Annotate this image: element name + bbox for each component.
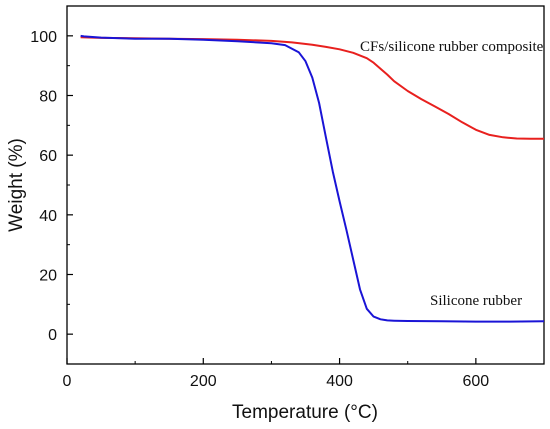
x-tick-label: 400 bbox=[326, 373, 353, 390]
y-tick-label: 80 bbox=[39, 89, 57, 106]
y-tick-label: 0 bbox=[48, 327, 57, 344]
y-tick-label: 40 bbox=[39, 208, 57, 225]
annotation-composite: CFs/silicone rubber composite bbox=[360, 39, 544, 55]
x-tick-label: 0 bbox=[63, 373, 72, 390]
series-line-0 bbox=[80, 36, 544, 140]
y-tick-label: 60 bbox=[39, 148, 57, 165]
y-tick-label: 20 bbox=[39, 268, 57, 285]
annotation-silicone-rubber: Silicone rubber bbox=[430, 293, 522, 309]
x-tick-label: 200 bbox=[190, 373, 217, 390]
tick-marks bbox=[66, 5, 477, 365]
series-line-1 bbox=[80, 34, 545, 323]
y-axis-label: Weight (%) bbox=[6, 138, 27, 232]
y-tick-label: 100 bbox=[30, 29, 57, 46]
x-tick-label: 600 bbox=[463, 373, 490, 390]
series-lines bbox=[80, 34, 545, 323]
tick-labels: 0 200 400 600 0 20 40 60 80 100 bbox=[30, 29, 489, 390]
x-axis-label: Temperature (°C) bbox=[232, 402, 378, 423]
